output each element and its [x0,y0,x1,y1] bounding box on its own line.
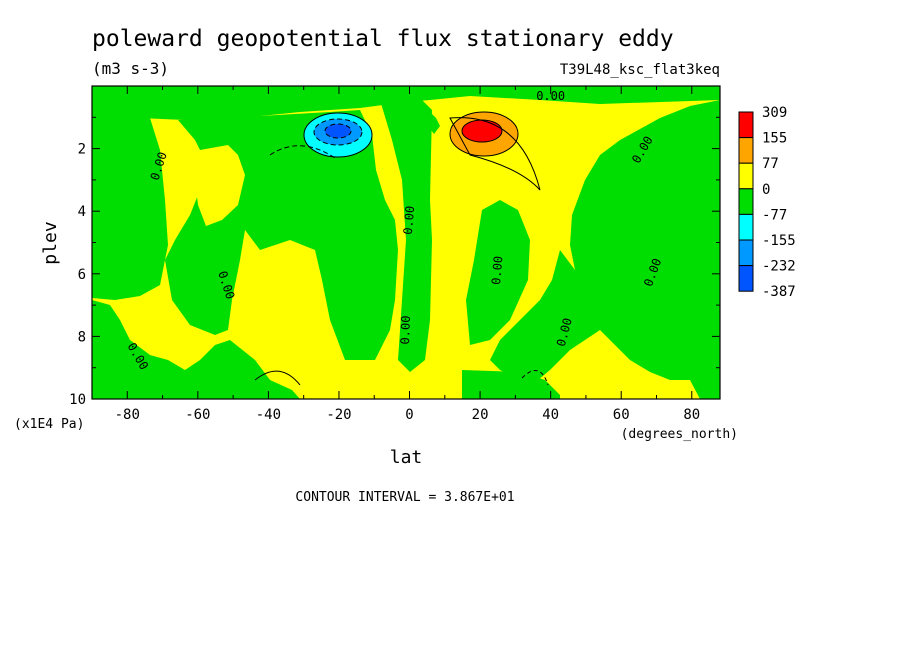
negative-region-lower-south [92,300,300,399]
colorbar-label: 155 [762,131,787,147]
negative-region-small-cell [428,112,440,134]
contour-value-label: 0.00 [536,89,565,103]
colorbar-swatch [738,265,754,292]
x-tick-label: 20 [472,407,489,423]
colorbar: 309 155 77 0 -77 -155 -232 -387 [738,105,796,300]
y-axis: 2 4 6 8 10 [69,116,720,408]
y-tick-label: 2 [78,142,86,158]
x-tick-label: 0 [405,407,413,423]
negative-region-top [92,86,720,130]
chart-units: (m3 s-3) [92,59,169,78]
colorbar-label: -77 [762,207,787,223]
plot-area: 0.000.000.000.000.000.000.000.000.000.00 [91,85,721,400]
negative-region-hole-south [195,145,245,226]
contour-value-label: 0.00 [398,315,413,344]
x-tick-label: 80 [683,407,700,423]
colorbar-swatch [738,213,754,241]
contour-value-label: 0.00 [489,255,505,285]
y-tick-label: 6 [78,267,86,283]
x-units-label: (degrees_north) [621,427,738,442]
y-axis-label: plev [40,221,61,264]
colorbar-label: -155 [762,233,796,249]
y-units-label: (x1E4 Pa) [14,417,84,432]
colorbar-swatch [738,137,754,164]
negative-region-east-tongue [466,200,530,345]
y-tick-label: 4 [78,204,86,220]
contour-lines [254,111,549,386]
colorbar-label: 309 [762,105,787,121]
negative-region-north-east [570,100,720,399]
colorbar-label: -232 [762,259,796,275]
negative-region-lower-east [462,370,560,399]
x-axis: -80 -60 -40 -20 0 20 40 60 80 [91,86,700,423]
x-tick-label: -60 [185,407,210,423]
y-tick-label: 8 [78,329,86,345]
negative-region-south-west [92,118,168,300]
positive-core-max [462,120,502,142]
contour-interval-label: CONTOUR INTERVAL = 3.867E+01 [295,490,514,505]
colorbar-label: 77 [762,156,779,172]
x-tick-label: 40 [542,407,559,423]
x-tick-label: -20 [326,407,351,423]
colorbar-label: -387 [762,284,796,300]
chart-title: poleward geopotential flux stationary ed… [92,26,674,52]
x-tick-label: -80 [115,407,140,423]
x-axis-label: lat [390,447,423,468]
colorbar-swatch [738,162,754,190]
y-tick-label: 10 [69,392,86,408]
x-tick-label: -40 [256,407,281,423]
colorbar-swatch [738,111,754,139]
negative-region-mini-cell [203,238,212,246]
run-label: T39L48_ksc_flat3keq [560,62,720,78]
negative-core-min [325,124,351,138]
colorbar-label: 0 [762,182,770,198]
negative-region-north-mid [490,250,600,380]
negative-region-equator [380,98,432,372]
x-tick-label: 60 [613,407,630,423]
colorbar-swatch [738,188,754,215]
colorbar-swatch [738,239,754,267]
contour-value-label: 0.00 [401,205,417,235]
